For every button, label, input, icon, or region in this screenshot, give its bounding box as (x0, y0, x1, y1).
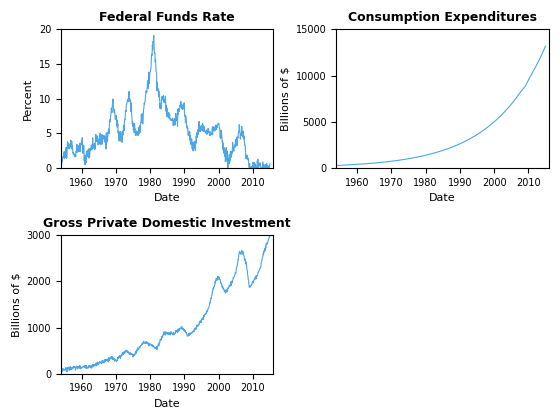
Y-axis label: Billions of $: Billions of $ (281, 66, 291, 131)
X-axis label: Date: Date (154, 399, 180, 409)
Title: Gross Private Domestic Investment: Gross Private Domestic Investment (44, 217, 291, 230)
Title: Federal Funds Rate: Federal Funds Rate (99, 11, 235, 24)
Y-axis label: Percent: Percent (24, 78, 34, 120)
Title: Consumption Expenditures: Consumption Expenditures (348, 11, 537, 24)
X-axis label: Date: Date (430, 193, 456, 203)
X-axis label: Date: Date (154, 193, 180, 203)
Y-axis label: Billions of $: Billions of $ (11, 272, 21, 337)
